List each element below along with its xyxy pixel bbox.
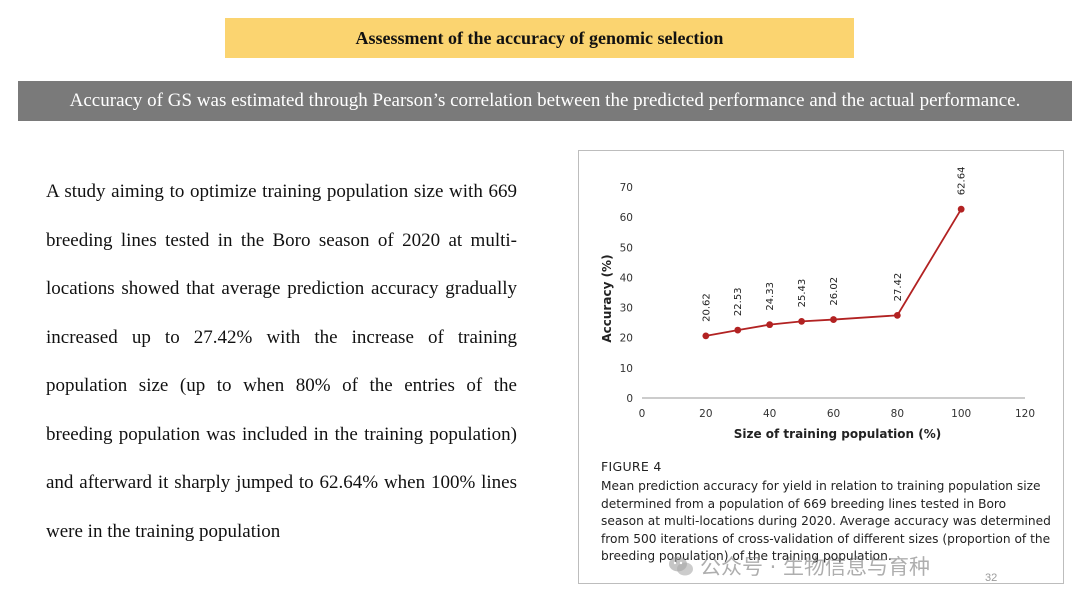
y-tick-label: 40: [620, 272, 633, 284]
y-tick-label: 30: [620, 303, 633, 315]
y-tick-label: 60: [620, 212, 633, 224]
slide-subtitle: Accuracy of GS was estimated through Pea…: [18, 81, 1072, 121]
y-tick-label: 70: [620, 182, 633, 194]
data-point: [798, 317, 805, 325]
figure-panel: 0 10 20 30 40 50 60 70 0 20 40 60 80 100 120 Size of tr…: [578, 150, 1064, 584]
watermark-text: 公众号 · 生物信息与育种: [700, 555, 931, 579]
data-label: 26.02: [829, 277, 840, 306]
x-tick-label: 0: [639, 408, 646, 420]
data-label: 62.64: [957, 167, 968, 196]
body-paragraph: A study aiming to optimize training popu…: [46, 181, 517, 542]
y-axis-title: Accuracy (%): [600, 254, 614, 342]
data-label: 25.43: [797, 279, 808, 308]
figure-label: FIGURE 4: [601, 459, 662, 474]
x-axis-title: Size of training population (%): [734, 427, 942, 441]
data-point: [830, 316, 837, 323]
accuracy-line-chart: 0 10 20 30 40 50 60 70 0 20 40 60 80 100 120 Size of tr…: [600, 167, 1035, 441]
y-tick-label: 20: [620, 333, 633, 345]
data-label: 24.33: [765, 282, 776, 311]
y-tick-label: 0: [626, 393, 633, 405]
data-point: [766, 321, 774, 329]
data-point: [957, 205, 965, 213]
data-point: [702, 332, 710, 340]
data-point: [734, 326, 742, 334]
page-number: 32: [985, 572, 998, 584]
data-label: 22.53: [733, 287, 744, 316]
y-tick-label: 10: [620, 363, 633, 375]
wechat-icon: [669, 556, 693, 576]
data-label: 20.62: [701, 293, 712, 322]
x-tick-label: 60: [827, 408, 840, 420]
data-point: [893, 311, 901, 319]
watermark: 公众号 · 生物信息与育种: [668, 551, 930, 581]
x-tick-label: 80: [891, 408, 904, 420]
x-tick-label: 20: [699, 408, 712, 420]
x-tick-label: 40: [763, 408, 776, 420]
data-label: 27.42: [893, 273, 904, 302]
y-tick-label: 50: [620, 242, 633, 254]
x-tick-label: 100: [951, 408, 971, 420]
x-tick-label: 120: [1015, 408, 1035, 420]
slide-title: Assessment of the accuracy of genomic se…: [225, 18, 854, 58]
